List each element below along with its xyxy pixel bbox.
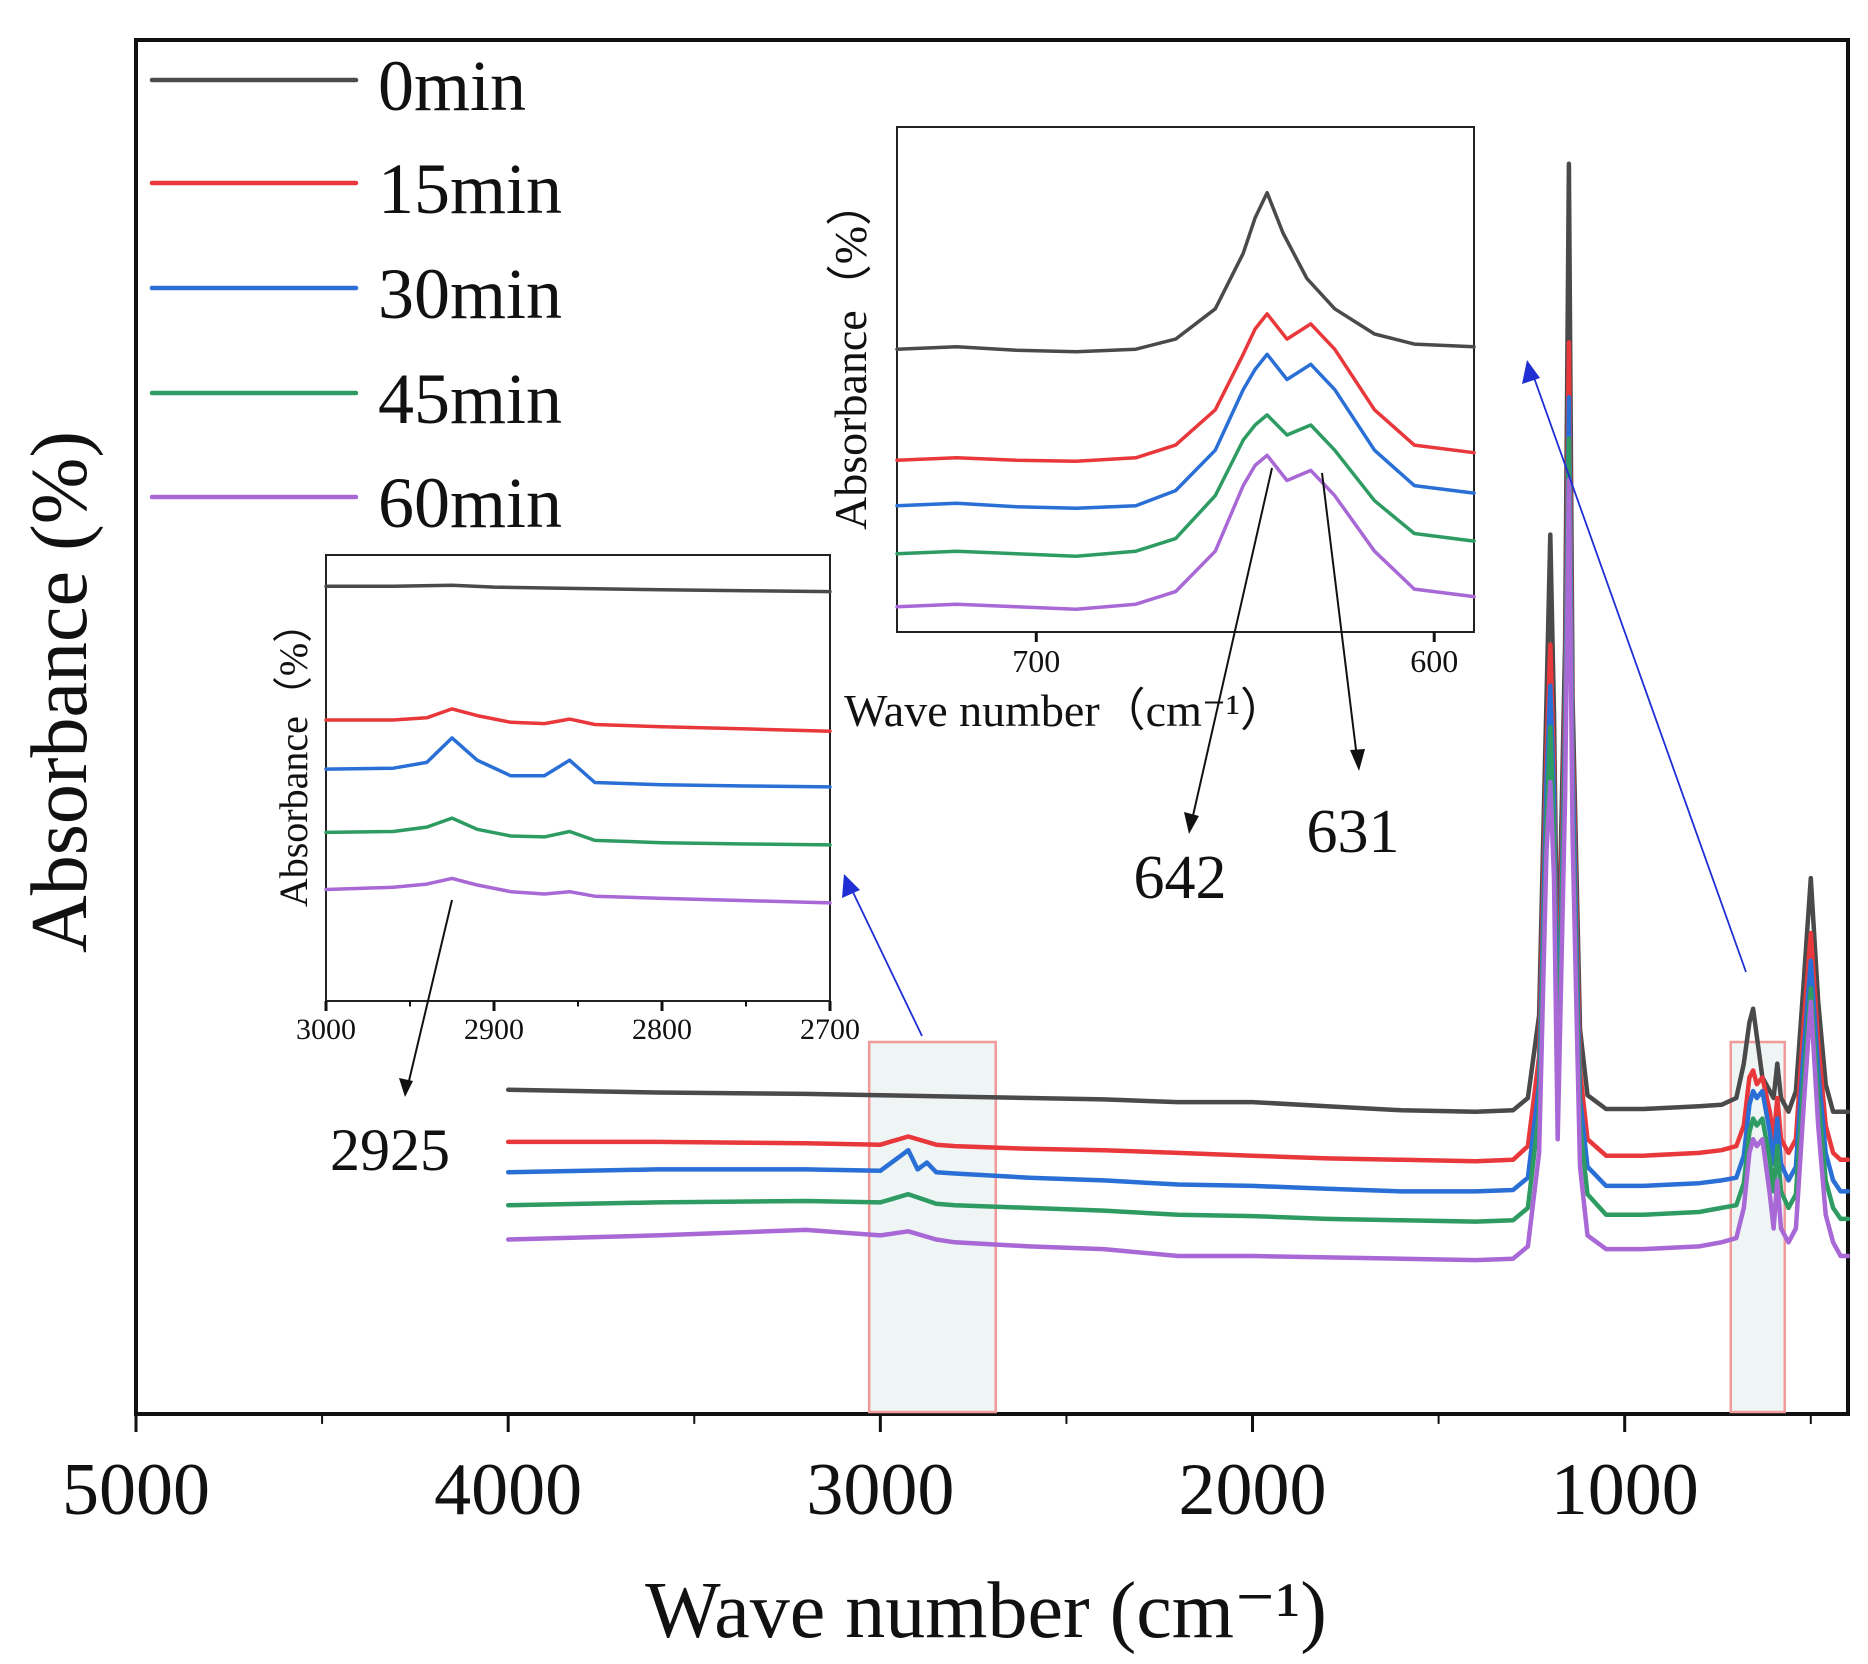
inset-left-frame <box>325 554 831 1002</box>
annotation-2925: 2925 <box>330 1117 450 1183</box>
legend-label-60min: 60min <box>378 463 562 543</box>
annotation-642: 642 <box>1134 844 1227 912</box>
zoom-arrows <box>842 360 1747 1037</box>
main-y-axis-label: Absorbance (%) <box>16 431 104 953</box>
highlight-region-1 <box>867 1040 997 1414</box>
annotation-631-arrow <box>1321 472 1358 759</box>
inset-left-series-15min <box>324 707 832 733</box>
inset-right-x-tick-label: 600 <box>1410 643 1458 679</box>
main-chart: 5000 4000 3000 2000 1000 Wave number (cm⁻¹) … <box>16 38 1851 1655</box>
legend-label-30min: 30min <box>378 254 562 334</box>
main-x-tick-label: 1000 <box>1551 1449 1699 1531</box>
inset-right-x-ticks: 700 600 <box>1012 632 1458 679</box>
zoom-arrow-right-head <box>1522 360 1540 384</box>
zoom-arrow-left-head <box>842 874 860 898</box>
zoom-arrow-left <box>849 885 923 1037</box>
inset-left: 3000 2900 2800 2700 Absorbance（%） 2925 <box>271 554 860 1183</box>
inset-right: 700 600 Wave number（cm⁻¹） Absorbance（%） 6… <box>825 126 1476 912</box>
main-plot-frame <box>134 38 1850 1416</box>
inset-right-series-group <box>895 190 1476 612</box>
inset-right-y-axis-label: Absorbance（%） <box>825 180 876 530</box>
inset-right-frame <box>896 126 1475 633</box>
inset-right-series-60min <box>895 453 1476 612</box>
inset-left-x-ticks: 3000 2900 2800 2700 <box>296 1001 860 1046</box>
inset-left-x-tick-label: 3000 <box>296 1013 356 1046</box>
zoom-arrow-right <box>1531 371 1747 973</box>
annotation-2925-arrowhead <box>399 1078 413 1097</box>
main-series-0min <box>505 161 1851 1114</box>
inset-left-series-45min <box>324 816 832 847</box>
annotation-2925-arrow <box>407 899 453 1086</box>
inset-left-x-tick-label: 2900 <box>464 1013 524 1046</box>
inset-left-series-30min <box>324 736 832 789</box>
annotation-631-arrowhead <box>1350 749 1365 771</box>
legend-label-0min: 0min <box>378 46 526 126</box>
main-x-ticks: 5000 4000 3000 2000 1000 <box>62 1414 1812 1531</box>
main-x-tick-label: 4000 <box>434 1449 582 1531</box>
main-x-tick-label: 5000 <box>62 1449 210 1531</box>
main-x-axis-label: Wave number (cm⁻¹) <box>645 1567 1327 1655</box>
inset-left-series-group <box>324 583 832 905</box>
inset-left-x-tick-label: 2800 <box>632 1013 692 1046</box>
inset-left-y-axis-label: Absorbance（%） <box>271 603 316 907</box>
annotation-631: 631 <box>1307 798 1400 866</box>
inset-left-series-0min <box>324 583 832 594</box>
main-series-group <box>505 161 1851 1263</box>
inset-left-series-60min <box>324 876 832 905</box>
legend-label-15min: 15min <box>378 149 562 229</box>
annotation-642-arrowhead <box>1184 812 1199 834</box>
inset-right-x-axis-label: Wave number（cm⁻¹） <box>844 685 1286 736</box>
annotation-642-arrow <box>1191 467 1273 821</box>
main-x-tick-label: 2000 <box>1179 1449 1327 1531</box>
inset-right-series-15min <box>895 312 1476 464</box>
inset-right-series-45min <box>895 413 1476 559</box>
main-series-60min <box>505 477 1851 1263</box>
main-x-tick-label: 3000 <box>806 1449 954 1531</box>
inset-right-series-0min <box>895 190 1476 354</box>
inset-right-series-30min <box>895 352 1476 511</box>
inset-right-x-tick-label: 700 <box>1012 643 1060 679</box>
inset-left-x-tick-label: 2700 <box>800 1013 860 1046</box>
legend-label-45min: 45min <box>378 359 562 439</box>
legend: 0min 15min 30min 45min 60min <box>149 46 562 543</box>
